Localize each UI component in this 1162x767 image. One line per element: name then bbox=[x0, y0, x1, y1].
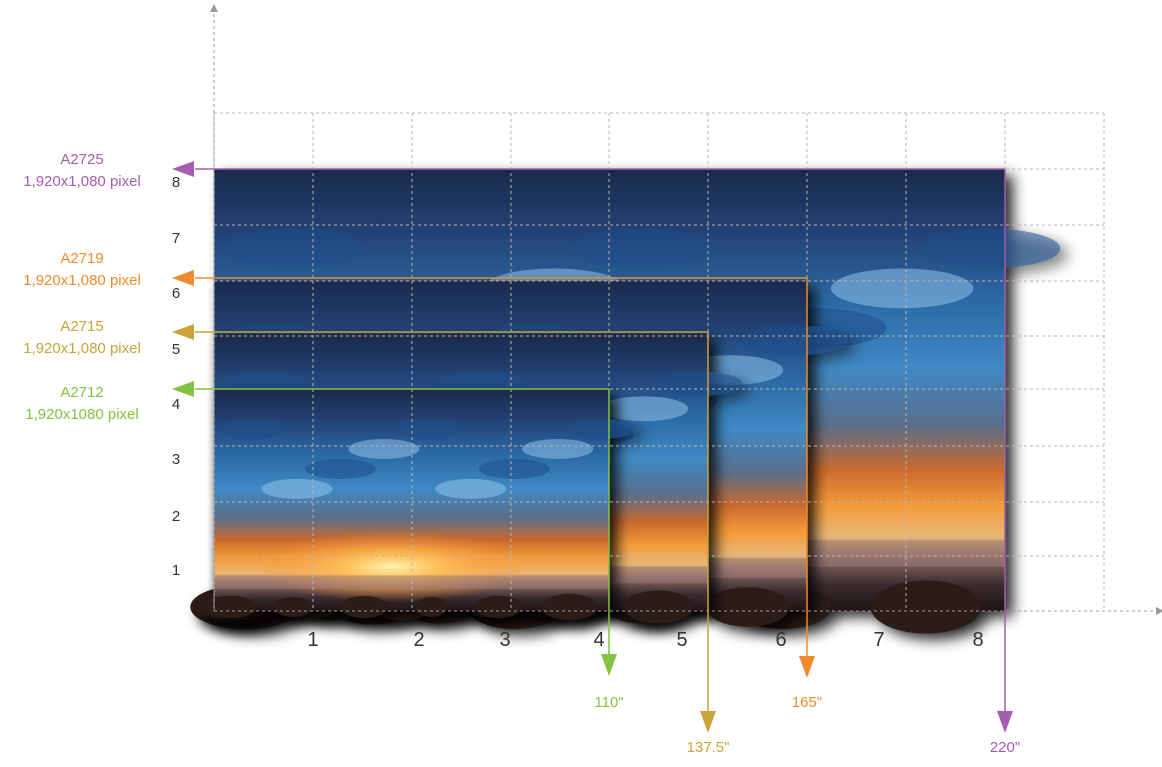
screen-label-a2719: A2719 1,920x1,080 pixel bbox=[4, 248, 160, 292]
width-arrow-a2715 bbox=[700, 711, 716, 733]
height-arrow-a2719 bbox=[172, 270, 194, 286]
screen-size-a2719: 165" bbox=[791, 694, 823, 711]
photo-cloud bbox=[478, 458, 550, 479]
screen-model: A2725 bbox=[60, 151, 104, 168]
photo-cloud bbox=[741, 325, 849, 356]
photo-rock bbox=[706, 587, 790, 627]
y-tick-label: 5 bbox=[171, 341, 181, 358]
screen-resolution: 1,920x1,080 pixel bbox=[23, 272, 141, 289]
screen-resolution: 1,920x1080 pixel bbox=[25, 406, 139, 423]
photo-rock bbox=[474, 595, 523, 619]
photo-cloud bbox=[217, 418, 290, 439]
screen-model: A2719 bbox=[60, 250, 104, 267]
photo-rock bbox=[340, 595, 388, 619]
photo-rocks bbox=[202, 593, 598, 621]
photo-rock bbox=[870, 580, 982, 634]
photo-cloud bbox=[653, 371, 743, 397]
y-tick-label: 1 bbox=[171, 562, 181, 579]
photo-rock bbox=[273, 597, 313, 617]
photo-cloud bbox=[261, 478, 333, 499]
screen-resolution: 1,920x1,080 pixel bbox=[23, 173, 141, 190]
screen-photo-panel bbox=[202, 389, 637, 621]
photo-cloud bbox=[830, 268, 974, 309]
screen-resolution: 1,920x1,080 pixel bbox=[23, 340, 141, 357]
photo-cloud bbox=[917, 228, 1061, 269]
screen-size-a2712: 110" bbox=[594, 694, 624, 711]
screen-size-a2725: 220" bbox=[989, 739, 1021, 756]
photo-cloud bbox=[599, 396, 689, 422]
x-tick-label: 1 bbox=[307, 629, 319, 651]
photo-clouds bbox=[217, 418, 637, 499]
screen-size-a2715: 137.5" bbox=[686, 739, 730, 756]
photo-rock bbox=[541, 593, 598, 621]
screen-model: A2712 bbox=[60, 384, 104, 401]
photo-cloud bbox=[569, 228, 713, 269]
photo-cloud bbox=[435, 478, 507, 499]
photo-cloud bbox=[565, 418, 637, 439]
width-arrow-a2712 bbox=[601, 654, 617, 676]
photo-cloud bbox=[391, 418, 463, 439]
y-tick-label: 4 bbox=[171, 396, 181, 413]
y-tick-label: 2 bbox=[171, 508, 181, 525]
photo-cloud bbox=[348, 438, 420, 459]
photo-cloud bbox=[221, 228, 365, 269]
x-tick-label: 5 bbox=[676, 629, 688, 651]
x-tick-label: 3 bbox=[499, 629, 511, 651]
photo-cloud bbox=[522, 438, 594, 459]
photo-rock bbox=[415, 597, 448, 617]
screen-label-a2712: A2712 1,920x1080 pixel bbox=[4, 382, 160, 426]
x-tick-label: 7 bbox=[873, 629, 885, 651]
height-arrow-a2712 bbox=[172, 381, 194, 397]
width-arrow-a2719 bbox=[799, 656, 815, 678]
y-tick-label: 7 bbox=[171, 230, 181, 247]
photo-rock bbox=[202, 595, 258, 619]
photo-cloud bbox=[304, 458, 376, 479]
width-arrow-a2725 bbox=[997, 711, 1013, 733]
y-tick-label: 3 bbox=[171, 451, 181, 468]
height-arrow-a2725 bbox=[172, 161, 194, 177]
x-tick-label: 6 bbox=[775, 629, 787, 651]
screen-label-a2715: A2715 1,920x1,080 pixel bbox=[4, 316, 160, 360]
screen-model: A2715 bbox=[60, 318, 104, 335]
photo-sun bbox=[253, 531, 530, 603]
x-tick-label: 8 bbox=[972, 629, 984, 651]
y-tick-label: 8 bbox=[171, 174, 181, 191]
screen-label-a2725: A2725 1,920x1,080 pixel bbox=[4, 149, 160, 193]
x-tick-label: 4 bbox=[593, 629, 605, 651]
x-tick-label: 2 bbox=[413, 629, 425, 651]
height-arrow-a2715 bbox=[172, 324, 194, 340]
y-tick-label: 6 bbox=[171, 285, 181, 302]
photo-rock bbox=[624, 590, 694, 624]
